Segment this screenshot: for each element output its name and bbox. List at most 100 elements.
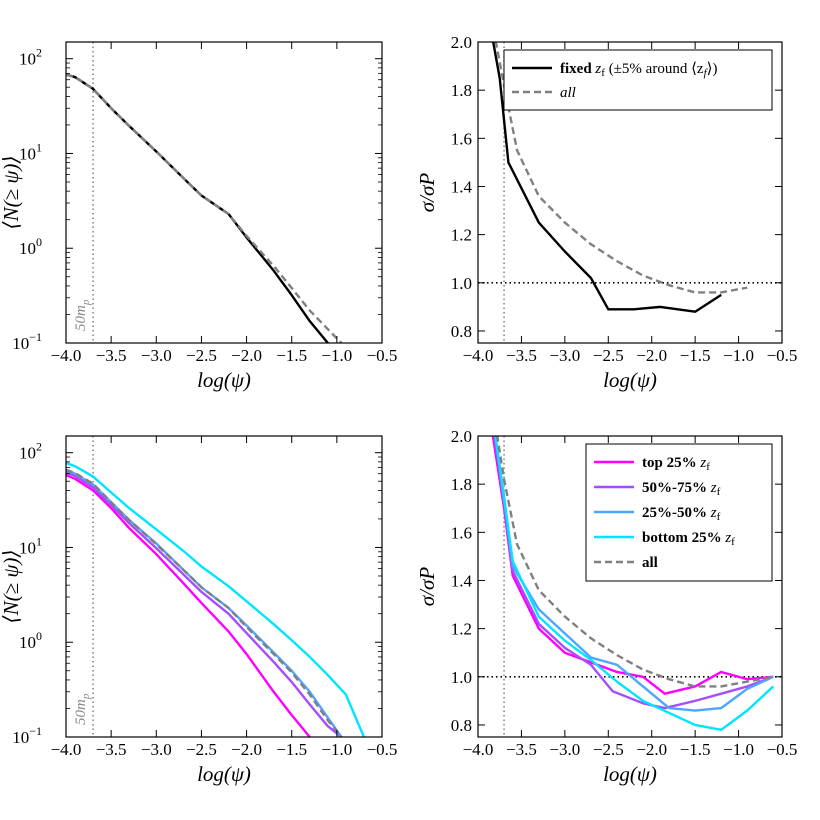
y-tick-label: 0.8 — [451, 322, 472, 341]
x-tick-label: −1.5 — [680, 346, 711, 365]
plot-frame — [65, 41, 383, 344]
x-tick-label: −3.0 — [141, 346, 172, 365]
series-group — [66, 73, 343, 343]
y-tick-base: 10 — [19, 538, 36, 557]
y-tick-exponent: 0 — [36, 235, 42, 249]
legend-label-bold: 25%-50% — [642, 505, 707, 521]
legend-label-bold: all — [642, 555, 658, 571]
series-line — [66, 471, 343, 737]
y-tick-exponent: −1 — [29, 330, 42, 344]
y-tick-label: 10−1 — [12, 330, 42, 353]
legend-label-sub: f — [601, 67, 605, 79]
series-group — [66, 461, 366, 737]
y-tick-label: 1.2 — [451, 620, 472, 639]
legend-label: all — [560, 85, 576, 101]
series-line — [491, 42, 722, 313]
legend-label-tail-end: ⟩) — [707, 61, 718, 77]
y-tick-label: 1.0 — [451, 668, 472, 687]
legend-label: top 25% zf — [642, 455, 710, 473]
x-tick-label: −1.5 — [276, 740, 307, 759]
x-tick-label: −3.0 — [549, 346, 580, 365]
legend-label-tail: (±5% around ⟨z — [605, 61, 704, 77]
x-tick-label: −1.5 — [680, 740, 711, 759]
legend-label-var: z — [707, 480, 717, 496]
y-tick-label: 1.8 — [451, 81, 472, 100]
legend-label-var: all — [560, 85, 576, 101]
x-tick-label: −3.5 — [506, 346, 537, 365]
y-tick-label: 2.0 — [451, 427, 472, 446]
x-tick-label: −2.5 — [186, 740, 217, 759]
legend-label-bold: fixed — [560, 61, 592, 77]
x-tick-label: −4.0 — [51, 346, 82, 365]
vline-annotation-sub: p — [80, 299, 92, 306]
y-axis-label: σ/σP — [415, 567, 439, 607]
series-line — [496, 436, 774, 688]
y-axis-label: ⟨N(≥ ψ)⟩ — [0, 155, 23, 229]
y-tick-label: 101 — [19, 534, 42, 557]
vline-annotation-sub: p — [80, 693, 92, 700]
y-tick-label: 1.2 — [451, 226, 472, 245]
series-group — [491, 42, 748, 313]
legend-label-sub: f — [706, 461, 710, 473]
legend-label-tail-sub: f — [704, 67, 709, 79]
vline-annotation-main: 50m — [73, 305, 89, 331]
x-tick-label: −1.5 — [276, 346, 307, 365]
vline-annotation: 50mp — [73, 693, 92, 725]
x-tick-label: −1.0 — [723, 740, 754, 759]
legend-label: all — [642, 555, 658, 571]
y-tick-exponent: 1 — [36, 534, 42, 548]
x-tick-label: −2.0 — [636, 346, 667, 365]
y-tick-label: 102 — [19, 46, 42, 69]
series-line — [491, 436, 774, 695]
series-group — [491, 436, 775, 731]
x-tick-label: −3.5 — [506, 740, 537, 759]
panel-top-left-cumulative-count: 50mp−4.0 −3.5 −3.0 −2.5 −2.0 −1.5 −1.0 −0.510−1… — [0, 41, 397, 392]
x-tick-label: −2.5 — [186, 346, 217, 365]
x-tick-label: −2.0 — [636, 740, 667, 759]
vline-annotation: 50mp — [73, 299, 92, 331]
legend-label-bold: 50%-75% — [642, 480, 707, 496]
y-tick-base: 10 — [19, 444, 36, 463]
x-tick-label: −1.0 — [321, 346, 352, 365]
x-tick-label: −4.0 — [51, 740, 82, 759]
x-tick-label: −0.5 — [367, 740, 398, 759]
x-tick-label: −2.5 — [593, 346, 624, 365]
x-tick-label: −2.0 — [231, 740, 262, 759]
legend-label-sub: f — [731, 536, 735, 548]
legend-label-var: z — [707, 505, 717, 521]
series-line — [66, 474, 311, 737]
panel-top-right-scatter-ratio: −4.0 −3.5 −3.0 −2.5 −2.0 −1.5 −1.0 −0.5 0.8 1.0 1.… — [415, 33, 797, 392]
y-tick-exponent: 2 — [36, 440, 42, 454]
y-tick-label: 0.8 — [451, 716, 472, 735]
x-axis-label: log(ψ) — [197, 762, 251, 786]
y-tick-label: 1.0 — [451, 274, 472, 293]
y-tick-base: 10 — [19, 239, 36, 258]
x-tick-label: −3.5 — [96, 740, 127, 759]
y-tick-label: 1.4 — [451, 571, 473, 590]
legend-label-bold: top 25% — [642, 455, 697, 471]
y-tick-label: 1.4 — [451, 177, 473, 196]
y-tick-label: 100 — [19, 629, 42, 652]
legend-label-var: z — [697, 455, 707, 471]
legend-label-bold: bottom 25% — [642, 530, 722, 546]
x-tick-label: −2.0 — [231, 346, 262, 365]
legend-label: 50%-75% zf — [642, 480, 721, 498]
panel-bottom-right-scatter-ratio: −4.0 −3.5 −3.0 −2.5 −2.0 −1.5 −1.0 −0.5 0.8 1.0 1.… — [415, 427, 797, 786]
y-tick-label: 1.6 — [451, 523, 472, 542]
y-tick-base: 10 — [12, 728, 29, 747]
legend-label-var: z — [722, 530, 732, 546]
y-tick-exponent: 2 — [36, 46, 42, 60]
legend-label-sub: f — [717, 511, 721, 523]
plot-frame — [477, 435, 783, 738]
y-tick-exponent: −1 — [29, 724, 42, 738]
x-axis-label: log(ψ) — [197, 368, 251, 392]
y-tick-label: 1.6 — [451, 129, 472, 148]
series-line — [494, 42, 748, 294]
series-line — [494, 436, 775, 731]
series-line — [66, 461, 366, 737]
legend-box — [503, 49, 773, 111]
y-tick-label: 10−1 — [12, 724, 42, 747]
y-tick-base: 10 — [19, 633, 36, 652]
x-axis-label: log(ψ) — [603, 368, 657, 392]
